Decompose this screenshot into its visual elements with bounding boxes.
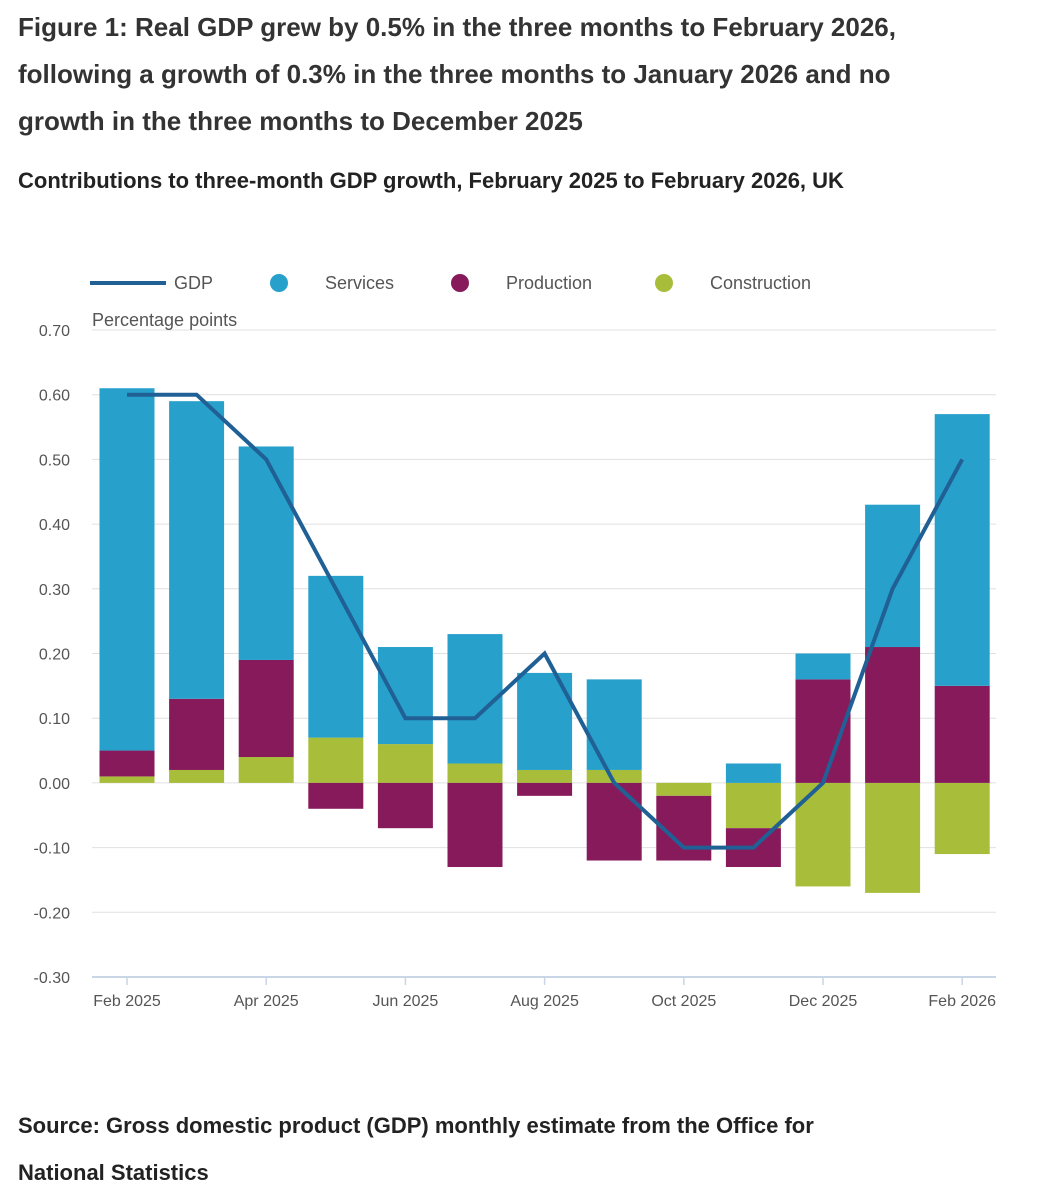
bar-production [865,647,921,783]
y-tick-label: 0.60 [39,388,70,405]
bar-construction [377,744,433,783]
source-note: Source: Gross domestic product (GDP) mon… [18,1113,814,1185]
bar-services [795,653,851,680]
bar-construction [447,763,503,783]
bar-production [586,782,642,861]
bar-construction [238,757,294,783]
legend-production-dot-icon [451,274,469,292]
legend-services-label: Services [325,272,395,293]
line-layer [127,392,964,850]
x-tick-label: Jun 2025 [372,993,438,1010]
bar-services [934,414,990,686]
bar-production [238,659,294,758]
bar-services [725,763,781,783]
legend-item-services[interactable]: Services [270,266,394,300]
y-axis-label: Percentage points [92,310,237,330]
y-tick-label: 0.20 [39,647,70,664]
bar-construction [865,782,921,893]
bar-services [865,504,921,648]
chart-legend: GDP Services Production Construction [0,266,1056,300]
legend-construction-dot-icon [655,274,673,292]
legend-item-gdp[interactable]: GDP [90,266,213,300]
legend-item-production[interactable]: Production [451,266,592,300]
bar-services [169,401,225,699]
y-tick-label: -0.30 [34,970,71,987]
x-tick-label: Oct 2025 [651,993,716,1010]
gdp-line [127,392,964,850]
bar-services [586,679,642,770]
legend-construction-label: Construction [710,272,812,293]
bar-layer [99,388,990,893]
legend-gdp-line-icon [90,281,166,285]
bar-production [447,782,503,868]
y-tick-label: 0.10 [39,711,70,728]
y-tick-label: 0.30 [39,582,70,599]
x-tick-label: Feb 2026 [928,993,996,1010]
figure-subtitle: Contributions to three-month GDP growth,… [18,168,844,193]
bar-construction [517,769,573,783]
bar-production [169,698,225,770]
x-tick-label: Dec 2025 [789,993,858,1010]
legend-services-dot-icon [270,274,288,292]
bar-production [377,782,433,829]
x-tick-label: Apr 2025 [234,993,299,1010]
bar-construction [934,782,990,855]
bar-services [308,575,364,738]
axis-layer: 0.70 0.60 0.50 0.40 0.30 0.20 0.10 0.00 -0.10 -0.… [34,323,997,1010]
bar-services [377,647,433,745]
y-tick-label: 0.40 [39,517,70,534]
legend-item-construction[interactable]: Construction [655,266,811,300]
bar-production [517,782,573,796]
bar-construction [99,776,155,783]
y-tick-label: -0.20 [34,905,71,922]
bar-construction [586,769,642,783]
y-tick-label: -0.10 [34,841,71,858]
x-tick-label: Aug 2025 [510,993,579,1010]
bar-services [99,388,155,751]
y-tick-label: 0.50 [39,452,70,469]
bar-construction [725,782,781,829]
x-tick-label: Feb 2025 [93,993,161,1010]
legend-production-label: Production [506,272,593,293]
bar-construction [656,782,712,796]
y-tick-label: 0.00 [39,776,70,793]
bar-construction [308,737,364,783]
figure-title: Figure 1: Real GDP grew by 0.5% in the t… [18,12,896,136]
y-tick-label: 0.70 [39,323,70,340]
bar-production [308,782,364,809]
bar-construction [169,769,225,783]
gdp-contributions-chart: 0.70 0.60 0.50 0.40 0.30 0.20 0.10 0.00 -0.10 -0.… [34,310,997,1010]
bar-services [238,446,294,660]
legend-gdp-label: GDP [174,272,214,293]
bar-production [99,750,155,777]
bar-production [934,685,990,783]
